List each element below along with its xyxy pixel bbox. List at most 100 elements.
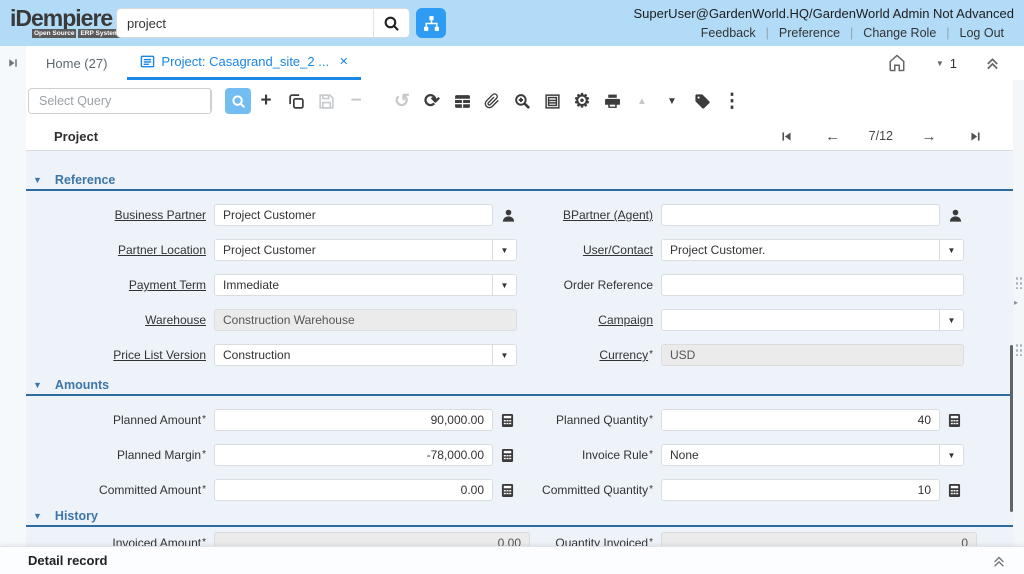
expand-sidebar-button[interactable] <box>0 46 26 80</box>
chevron-down-icon: ▼ <box>211 97 212 106</box>
payment-term-input[interactable] <box>215 275 492 295</box>
payment-term-dropdown-button[interactable]: ▼ <box>492 275 516 295</box>
global-search-box <box>116 8 410 38</box>
chevron-down-icon: ▼ <box>947 450 956 460</box>
invoice-rule-input[interactable] <box>662 445 939 465</box>
splitter-grip[interactable] <box>1015 343 1022 356</box>
previous-record-button[interactable]: ← <box>823 128 843 145</box>
invoice-rule-dropdown-button[interactable]: ▼ <box>939 445 963 465</box>
committed-amount-input[interactable] <box>214 479 493 501</box>
user-contact-dropdown-button[interactable]: ▼ <box>939 240 963 260</box>
home-icon[interactable] <box>888 54 906 72</box>
bpartner-agent-lookup-icon[interactable] <box>948 208 963 223</box>
expand-detail-icon[interactable] <box>992 554 1006 568</box>
field-label-business-partner[interactable]: Business Partner <box>114 208 206 222</box>
section-collapse-icon: ▼ <box>33 380 42 390</box>
committed-quantity-input[interactable] <box>661 479 940 501</box>
field-label-bpartner-agent[interactable]: BPartner (Agent) <box>562 208 653 222</box>
desktop-dropdown-icon[interactable]: ▼ <box>935 58 944 68</box>
select-query-input[interactable] <box>29 89 210 113</box>
refresh-button[interactable]: ⟳ <box>417 87 447 115</box>
user-contact-input[interactable] <box>662 240 939 260</box>
delete-record-button[interactable]: − <box>341 87 371 115</box>
section-reference[interactable]: ▼ Reference <box>26 171 1013 191</box>
tab-home[interactable]: Home (27) <box>46 55 108 71</box>
order-reference-input[interactable] <box>661 274 964 296</box>
collapse-panel-button[interactable]: ▲ <box>627 87 657 115</box>
partner-location-dropdown-button[interactable]: ▼ <box>492 240 516 260</box>
last-record-button[interactable] <box>965 130 985 143</box>
search-button[interactable] <box>373 9 409 37</box>
save-button[interactable] <box>311 87 341 115</box>
campaign-dropdown-button[interactable]: ▼ <box>939 310 963 330</box>
price-list-version-input[interactable] <box>215 345 492 365</box>
chevron-down-icon: ▼ <box>947 245 956 255</box>
expand-panel-button[interactable]: ▼ <box>657 87 687 115</box>
section-amounts[interactable]: ▼ Amounts <box>26 376 1013 396</box>
feedback-link[interactable]: Feedback <box>700 26 756 40</box>
label-button[interactable] <box>687 87 717 115</box>
select-query-dropdown-button[interactable]: ▼ <box>210 89 212 113</box>
section-collapse-icon: ▼ <box>33 511 42 521</box>
calculator-icon[interactable] <box>948 413 961 428</box>
field-label-user-contact[interactable]: User/Contact <box>582 243 653 257</box>
business-partner-input[interactable] <box>214 204 493 226</box>
planned-quantity-input[interactable] <box>661 409 940 431</box>
grid-toggle-button[interactable] <box>447 87 477 115</box>
planned-margin-input[interactable] <box>214 444 493 466</box>
warehouse-readonly-field <box>214 309 517 331</box>
splitter-grip[interactable] <box>1015 276 1022 289</box>
calculator-icon[interactable] <box>948 483 961 498</box>
preference-link[interactable]: Preference <box>778 26 841 40</box>
report-icon <box>544 93 561 110</box>
calculator-icon[interactable] <box>501 448 514 463</box>
field-label-currency[interactable]: Currency <box>521 348 653 362</box>
first-record-button[interactable] <box>777 130 797 143</box>
tab-project[interactable]: Project: Casagrand_site_2 ... ✕ <box>127 46 362 80</box>
form-content: ▼ Reference Business Partner BPartner (A… <box>26 151 1013 546</box>
field-label-partner-location[interactable]: Partner Location <box>117 243 206 257</box>
planned-amount-input[interactable] <box>214 409 493 431</box>
logged-in-user-info: SuperUser@GardenWorld.HQ/GardenWorld Adm… <box>633 6 1014 21</box>
partner-location-input[interactable] <box>215 240 492 260</box>
window-tab-bar: Home (27) Project: Casagrand_site_2 ... … <box>0 46 1024 80</box>
field-label-invoice-rule: Invoice Rule <box>521 448 653 462</box>
close-tab-icon[interactable]: ✕ <box>339 56 349 68</box>
print-button[interactable] <box>597 87 627 115</box>
more-actions-button[interactable]: ⋮ <box>717 87 747 115</box>
search-icon <box>231 94 246 109</box>
collapse-header-icon[interactable] <box>985 56 1000 71</box>
find-record-button[interactable] <box>225 88 251 114</box>
calculator-icon[interactable] <box>501 413 514 428</box>
chevron-down-icon: ▼ <box>500 245 509 255</box>
undo-button[interactable]: ↺ <box>387 87 417 115</box>
paperclip-icon <box>484 93 500 109</box>
field-label-warehouse[interactable]: Warehouse <box>145 313 206 327</box>
splitter-arrow-icon[interactable]: ▸ <box>1014 298 1019 307</box>
next-record-button[interactable]: → <box>919 128 939 145</box>
detail-record-bar[interactable]: Detail record <box>0 546 1024 574</box>
report-button[interactable] <box>537 87 567 115</box>
logout-link[interactable]: Log Out <box>959 26 1004 40</box>
campaign-input[interactable] <box>662 310 939 330</box>
global-search-input[interactable] <box>117 9 373 37</box>
copy-record-button[interactable] <box>281 87 311 115</box>
zoom-across-button[interactable] <box>507 87 537 115</box>
change-role-link[interactable]: Change Role <box>863 26 937 40</box>
attachment-button[interactable] <box>477 87 507 115</box>
bpartner-agent-input[interactable] <box>661 204 940 226</box>
field-label-campaign[interactable]: Campaign <box>598 313 653 327</box>
process-button[interactable]: ⚙ <box>567 87 597 115</box>
price-list-version-dropdown-button[interactable]: ▼ <box>492 345 516 365</box>
calculator-icon[interactable] <box>501 483 514 498</box>
section-history[interactable]: ▼ History <box>26 507 1013 527</box>
menu-lookup-button[interactable] <box>416 8 446 38</box>
field-label-planned-quantity: Planned Quantity <box>521 413 653 427</box>
vertical-scrollbar-thumb[interactable] <box>1010 345 1013 512</box>
field-label-price-list-version[interactable]: Price List Version <box>113 348 206 362</box>
field-label-payment-term[interactable]: Payment Term <box>128 278 206 292</box>
user-links: Feedback | Preference | Change Role | Lo… <box>633 26 1014 40</box>
new-record-button[interactable]: + <box>251 87 281 115</box>
business-partner-lookup-icon[interactable] <box>501 208 516 223</box>
save-icon <box>318 93 335 110</box>
